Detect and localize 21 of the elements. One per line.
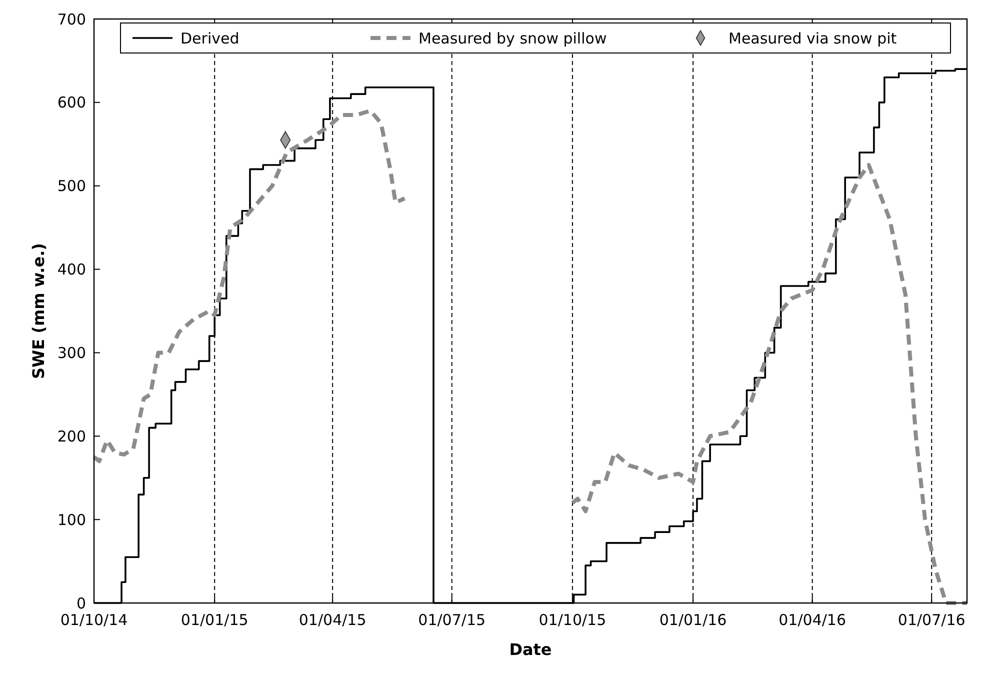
legend-label: Measured via snow pit — [728, 29, 897, 48]
y-tick-label: 500 — [57, 177, 86, 196]
x-tick-label: 01/10/14 — [60, 611, 128, 629]
x-tick-label: 01/01/16 — [659, 611, 727, 629]
y-tick-label: 100 — [57, 510, 86, 529]
y-tick-label: 400 — [57, 260, 86, 279]
x-axis-title: Date — [509, 640, 552, 659]
x-tick-label: 01/07/16 — [898, 611, 966, 629]
x-tick-label: 01/07/15 — [418, 611, 486, 629]
legend-label: Derived — [180, 29, 240, 48]
x-tick-label: 01/04/16 — [778, 611, 846, 629]
y-tick-label: 200 — [57, 427, 86, 446]
y-tick-label: 700 — [57, 10, 86, 28]
x-tick-label: 01/10/15 — [538, 611, 606, 629]
y-axis-title: SWE (mm w.e.) — [29, 243, 48, 379]
x-tick-label: 01/01/15 — [180, 611, 248, 629]
y-tick-label: 300 — [57, 344, 86, 362]
x-tick-label: 01/04/15 — [298, 611, 366, 629]
y-tick-label: 0 — [76, 594, 86, 612]
y-tick-label: 600 — [57, 94, 86, 112]
legend-label: Measured by snow pillow — [418, 29, 607, 48]
